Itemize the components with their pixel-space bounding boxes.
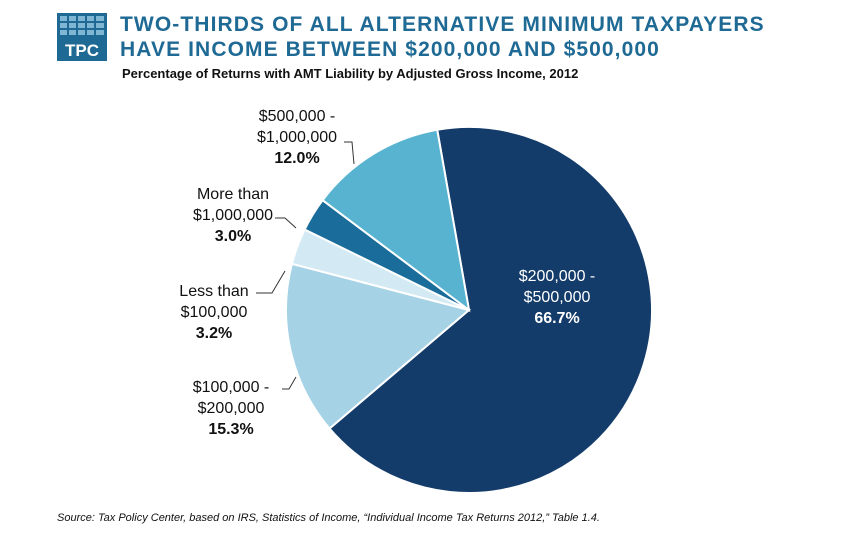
title-line-2: HAVE INCOME BETWEEN $200,000 AND $500,00… [120,38,660,61]
slice-label-4-line-1: $1,000,000 [257,129,337,146]
chart-subtitle: Percentage of Returns with AMT Liability… [122,66,579,81]
leader-line-3 [275,217,297,229]
slice-label-2-line-1: $100,000 [181,304,248,321]
pie-slice-0 [328,126,653,494]
source-note: Source: Tax Policy Center, based on IRS,… [57,512,600,524]
pie-slice-1 [285,262,472,430]
slice-label-4-line-0: $500,000 - [259,108,336,125]
tpc-logo: TPC [57,13,107,61]
slice-value-label-4: 12.0% [274,150,319,167]
slice-label-0-line-0: $200,000 - [519,268,596,285]
slice-label-3-line-0: More than [197,186,269,203]
leader-line-1 [282,376,297,390]
slice-label-3-line-1: $1,000,000 [193,207,273,224]
slice-label-1-line-0: $100,000 - [193,379,270,396]
pie-slice-4 [321,128,471,313]
slice-value-label-3: 3.0% [215,228,251,245]
title-line-1: TWO-THIRDS OF ALL ALTERNATIVE MINIMUM TA… [120,13,765,36]
slice-value-label-0: 66.7% [534,310,579,327]
leader-line-2 [256,270,286,294]
slice-value-label-2: 3.2% [196,325,232,342]
slice-value-label-1: 15.3% [208,421,253,438]
slice-label-2-line-0: Less than [179,283,248,300]
slice-label-0-line-1: $500,000 [524,289,591,306]
chart-title: TWO-THIRDS OF ALL ALTERNATIVE MINIMUM TA… [120,12,765,62]
slice-label-1-line-1: $200,000 [198,400,265,417]
leader-line-4 [344,141,355,165]
logo-text: TPC [65,41,99,60]
